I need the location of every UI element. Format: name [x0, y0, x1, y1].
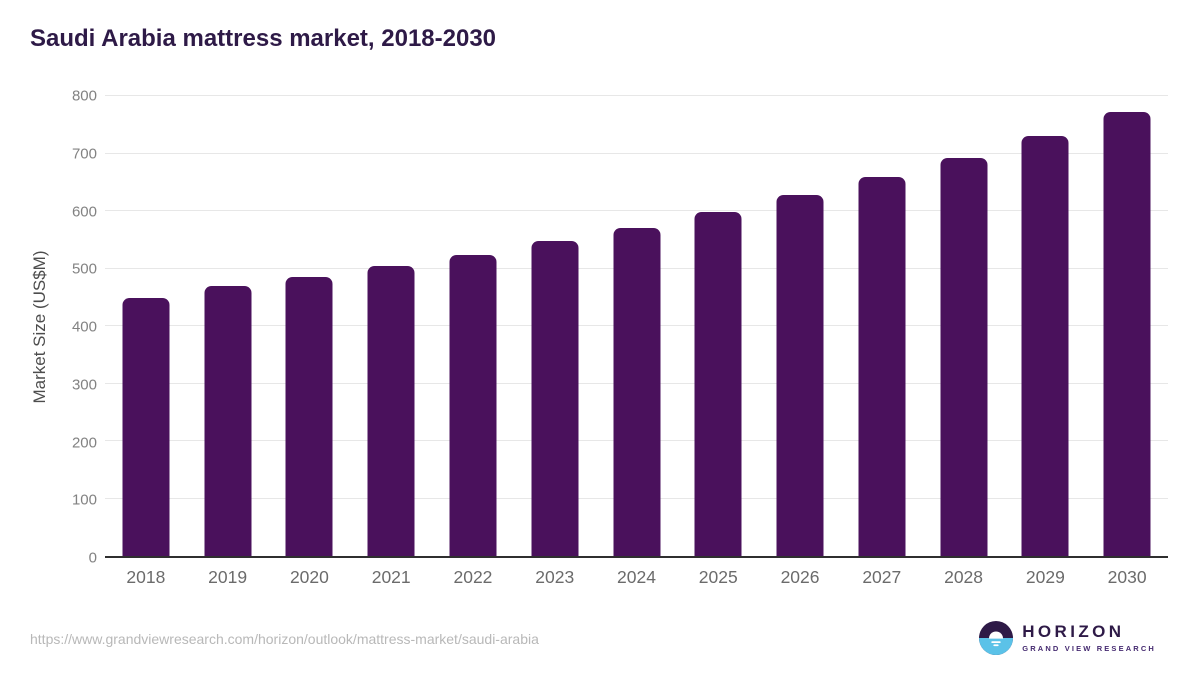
x-axis: 2018 2019 2020 2021 2022 2023 2024 2025 2026 2027… — [105, 567, 1168, 593]
x-tick-label-2027: 2027 — [862, 567, 902, 587]
chart-title: Saudi Arabia mattress market, 2018-2030 — [30, 25, 497, 52]
y-tick-label-300: 300 — [71, 376, 97, 394]
source-url: https://www.grandviewresearch.com/horizo… — [30, 631, 539, 647]
horizon-logo-text: HORIZON GRAND VIEW RESEARCH — [1022, 622, 1156, 653]
x-tick-label-2021: 2021 — [371, 567, 411, 587]
x-tick-label-2030: 2030 — [1107, 567, 1147, 587]
bar-2028 — [940, 157, 988, 556]
horizon-logo: HORIZON GRAND VIEW RESEARCH — [979, 621, 1156, 655]
bar-2029 — [1021, 135, 1069, 556]
bar-2023 — [531, 241, 579, 556]
y-axis: 0 100 200 300 400 500 600 700 800 — [0, 88, 97, 567]
x-tick-label-2022: 2022 — [453, 567, 493, 587]
y-tick-label-700: 700 — [71, 145, 97, 163]
x-tick-label-2019: 2019 — [208, 567, 248, 587]
x-tick-label-2026: 2026 — [780, 567, 820, 587]
y-tick-label-800: 800 — [71, 87, 97, 105]
x-tick-label-2025: 2025 — [698, 567, 738, 587]
y-tick-label-500: 500 — [71, 260, 97, 278]
bar-2025 — [694, 212, 742, 556]
bar-2022 — [449, 254, 497, 556]
gridline-700 — [105, 152, 1168, 154]
bar-2026 — [776, 195, 824, 556]
y-tick-label-100: 100 — [71, 491, 97, 509]
logo-subtitle: GRAND VIEW RESEARCH — [1022, 643, 1156, 653]
gridline-800 — [105, 95, 1168, 96]
y-tick-label-600: 600 — [71, 203, 97, 220]
x-tick-label-2024: 2024 — [617, 567, 656, 587]
bar-2019 — [204, 285, 252, 556]
y-tick-label-0: 0 — [88, 549, 97, 567]
x-tick-label-2020: 2020 — [289, 567, 329, 587]
bar-2018 — [122, 298, 170, 556]
x-tick-label-2023: 2023 — [535, 567, 575, 587]
x-tick-label-2018: 2018 — [126, 567, 166, 587]
bar-2021 — [367, 266, 415, 556]
bar-2024 — [613, 228, 660, 556]
y-tick-label-400: 400 — [71, 318, 97, 336]
bar-2027 — [858, 177, 906, 556]
bar-2030 — [1103, 112, 1151, 556]
gridline-600 — [105, 210, 1168, 211]
y-tick-label-200: 200 — [71, 434, 97, 451]
plot-area — [105, 95, 1168, 558]
x-tick-label-2029: 2029 — [1025, 567, 1065, 587]
horizon-logo-icon — [979, 621, 1014, 655]
x-tick-label-2028: 2028 — [944, 567, 984, 587]
bar-2020 — [285, 277, 333, 556]
logo-name: HORIZON — [1022, 622, 1125, 642]
